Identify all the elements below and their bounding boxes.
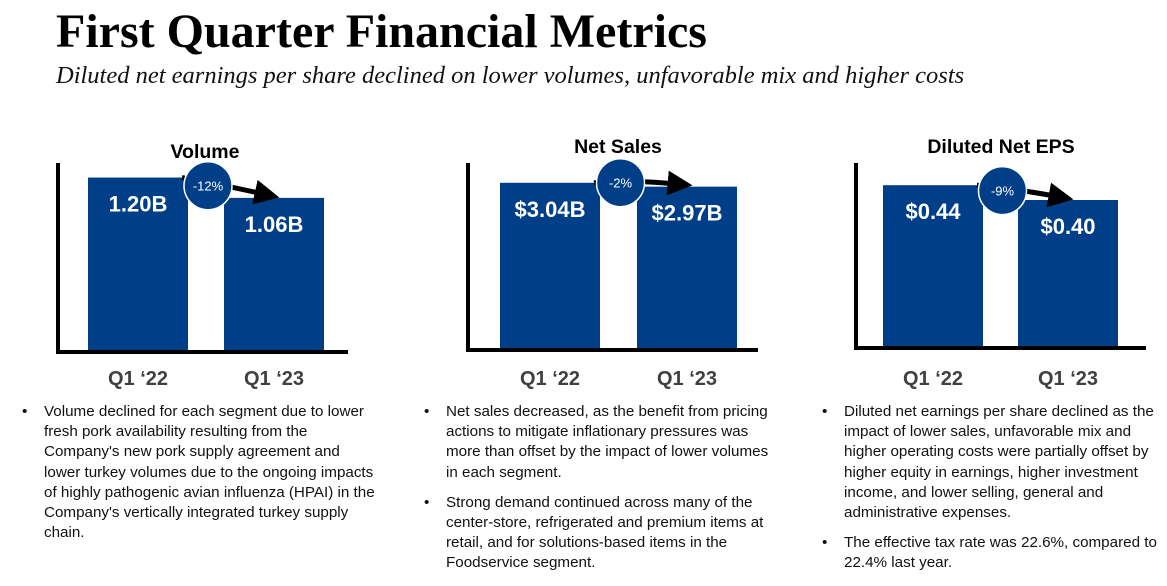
bar (1018, 200, 1118, 348)
bullet-icon: • (822, 403, 828, 420)
bar-value-label: 1.20B (109, 192, 168, 217)
note-item: • Net sales decreased, as the benefit fro… (420, 402, 780, 483)
category-label: Q1 ‘22 (903, 368, 963, 390)
eps-chart: Diluted Net EPS $0.44 Q1 ‘22 $0.40 Q1 ‘23 -9% (826, 128, 1166, 398)
category-label: Q1 ‘23 (657, 368, 717, 390)
bar (224, 197, 324, 352)
note-text: The effective tax rate was 22.6%, compar… (844, 534, 1157, 572)
category-label: Q1 ‘22 (108, 368, 168, 390)
bar-value-label: 1.06B (245, 212, 304, 237)
bar (637, 186, 737, 350)
note-text: Volume declined for each segment due to … (44, 403, 375, 542)
eps-notes: • Diluted net earnings per share declined… (818, 402, 1158, 584)
note-text: Strong demand continued across many of t… (446, 493, 764, 572)
note-item: • Diluted net earnings per share declined… (818, 402, 1158, 523)
chart-title: Diluted Net EPS (927, 136, 1074, 158)
bar-value-label: $0.44 (905, 199, 961, 224)
bullet-icon: • (822, 534, 828, 552)
change-bubble (183, 160, 233, 211)
bar (500, 182, 600, 350)
change-bubble (595, 157, 646, 208)
net-sales-notes: • Net sales decreased, as the benefit fro… (420, 402, 780, 584)
bullet-icon: • (424, 493, 430, 511)
note-text: Net sales decreased, as the benefit from… (446, 403, 769, 481)
bar-value-label: $0.40 (1040, 214, 1095, 239)
volume-chart-svg: Volume 1.20B Q1 ‘22 1.06B Q1 ‘23 -12% (56, 141, 348, 390)
bar (883, 185, 983, 348)
chart-title: Volume (171, 141, 240, 163)
bar (88, 177, 188, 352)
page-subtitle: Diluted net earnings per share declined … (56, 62, 965, 89)
change-label: -2% (609, 176, 633, 191)
category-label: Q1 ‘23 (1038, 368, 1098, 390)
volume-chart: Volume 1.20B Q1 ‘22 1.06B Q1 ‘23 -12% (30, 128, 370, 398)
net-sales-chart: Net Sales $3.04B Q1 ‘22 $2.97B Q1 ‘23 -2% (440, 128, 780, 398)
bar-value-label: $3.04B (515, 197, 586, 222)
page-title: First Quarter Financial Metrics (56, 5, 707, 58)
bullet-icon: • (22, 403, 28, 420)
note-item: • Volume declined for each segment due to… (18, 402, 378, 543)
change-bubble (977, 165, 1028, 216)
eps-chart-svg: Diluted Net EPS $0.44 Q1 ‘22 $0.40 Q1 ‘23 -9% (854, 136, 1146, 390)
note-text: Diluted net earnings per share declined … (844, 403, 1154, 522)
change-label: -12% (193, 179, 224, 194)
category-label: Q1 ‘23 (244, 368, 304, 390)
note-item: • Strong demand continued across many of … (420, 493, 780, 574)
category-label: Q1 ‘22 (520, 368, 580, 390)
net-sales-chart-svg: Net Sales $3.04B Q1 ‘22 $2.97B Q1 ‘23 -2% (466, 136, 758, 390)
change-label: -9% (991, 184, 1015, 199)
note-item: • The effective tax rate was 22.6%, compa… (818, 533, 1158, 573)
bar-value-label: $2.97B (652, 201, 723, 226)
bullet-icon: • (424, 403, 430, 420)
chart-title: Net Sales (574, 136, 662, 158)
volume-notes: • Volume declined for each segment due to… (18, 402, 378, 553)
